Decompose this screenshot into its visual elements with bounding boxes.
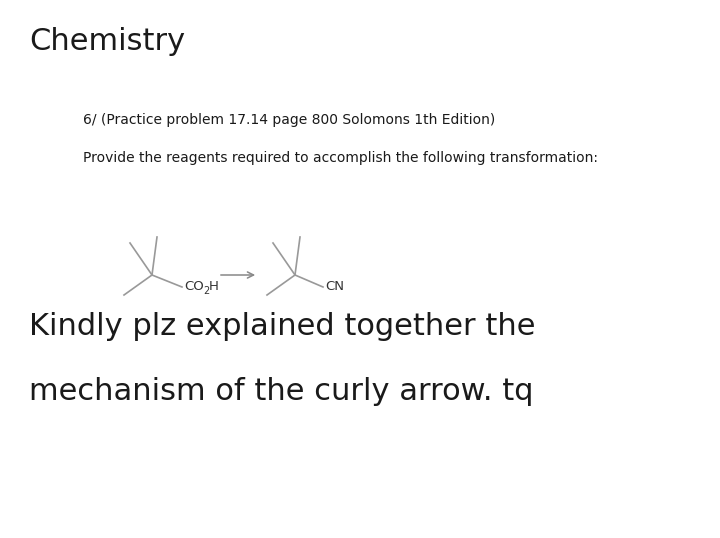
Text: 6/ (Practice problem 17.14 page 800 Solomons 1th Edition): 6/ (Practice problem 17.14 page 800 Solo… <box>83 113 495 127</box>
Text: H: H <box>209 280 219 294</box>
Text: Provide the reagents required to accomplish the following transformation:: Provide the reagents required to accompl… <box>83 151 598 165</box>
Text: CN: CN <box>325 280 344 294</box>
Text: mechanism of the curly arrow. tq: mechanism of the curly arrow. tq <box>29 377 534 406</box>
Text: Kindly plz explained together the: Kindly plz explained together the <box>29 312 535 341</box>
Text: 2: 2 <box>203 286 210 296</box>
Text: Chemistry: Chemistry <box>29 27 185 56</box>
Text: CO: CO <box>184 280 204 294</box>
